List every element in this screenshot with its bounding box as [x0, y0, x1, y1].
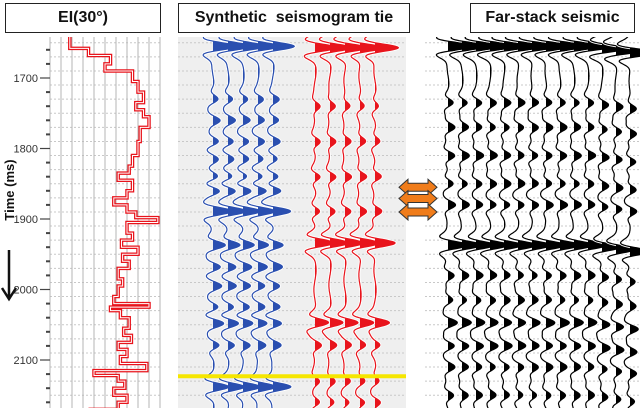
- trace-halo: [560, 34, 604, 408]
- trace-wiggle: [318, 35, 353, 408]
- double-arrow-icon: [398, 202, 438, 222]
- trace-halo: [573, 34, 617, 408]
- trace-wiggle: [561, 35, 603, 408]
- trace-halo: [532, 34, 576, 408]
- trace-wiggle: [504, 35, 545, 408]
- trace-halo: [448, 34, 492, 408]
- trace-wiggle: [476, 35, 517, 408]
- trace-halo: [517, 34, 561, 408]
- trace-halo: [503, 34, 547, 408]
- trace-fill: [630, 35, 640, 408]
- ei-panel-title: EI(30°): [5, 3, 161, 33]
- y-axis-label: Time (ms): [2, 159, 17, 220]
- trace-wiggle: [588, 35, 629, 408]
- down-arrow-icon: [0, 250, 18, 302]
- trace-halo: [434, 34, 478, 408]
- trace-wiggle: [533, 35, 575, 408]
- trace-halo: [490, 34, 532, 408]
- synthetic-panel-title: Synthetic seismogram tie: [178, 3, 410, 33]
- trace-wiggle: [202, 35, 238, 408]
- farstack-panel-title: Far-stack seismic: [470, 3, 635, 33]
- trace-wiggle: [602, 35, 640, 408]
- trace-wiggle: [260, 35, 296, 408]
- y-tick-label: 1900: [14, 214, 38, 226]
- double-arrow-icon: [398, 189, 438, 208]
- trace-wiggle: [348, 35, 384, 408]
- ei-log-curve-inner: [69, 37, 159, 408]
- trace-fill: [602, 35, 628, 408]
- trace-wiggle: [518, 35, 560, 408]
- trace-wiggle: [303, 35, 338, 408]
- y-tick-label: 1800: [14, 144, 38, 156]
- y-tick-label: 1700: [14, 73, 38, 85]
- trace-wiggle: [435, 35, 477, 408]
- trace-halo: [475, 34, 519, 408]
- trace-wiggle: [616, 35, 640, 408]
- trace-fill: [616, 35, 640, 408]
- trace-wiggle: [364, 35, 400, 408]
- trace-wiggle: [333, 35, 368, 408]
- y-tick-label: 2000: [14, 285, 38, 297]
- trace-wiggle: [547, 35, 589, 408]
- trace-wiggle: [449, 35, 490, 408]
- trace-halo: [461, 34, 505, 408]
- trace-wiggle: [462, 35, 504, 408]
- trace-wiggle: [216, 35, 252, 408]
- trace-wiggle: [574, 35, 616, 408]
- trace-wiggle: [246, 35, 281, 408]
- trace-wiggle: [491, 35, 531, 408]
- trace-wiggle: [231, 35, 267, 408]
- trace-halo: [546, 34, 590, 408]
- y-tick-label: 2100: [14, 355, 38, 367]
